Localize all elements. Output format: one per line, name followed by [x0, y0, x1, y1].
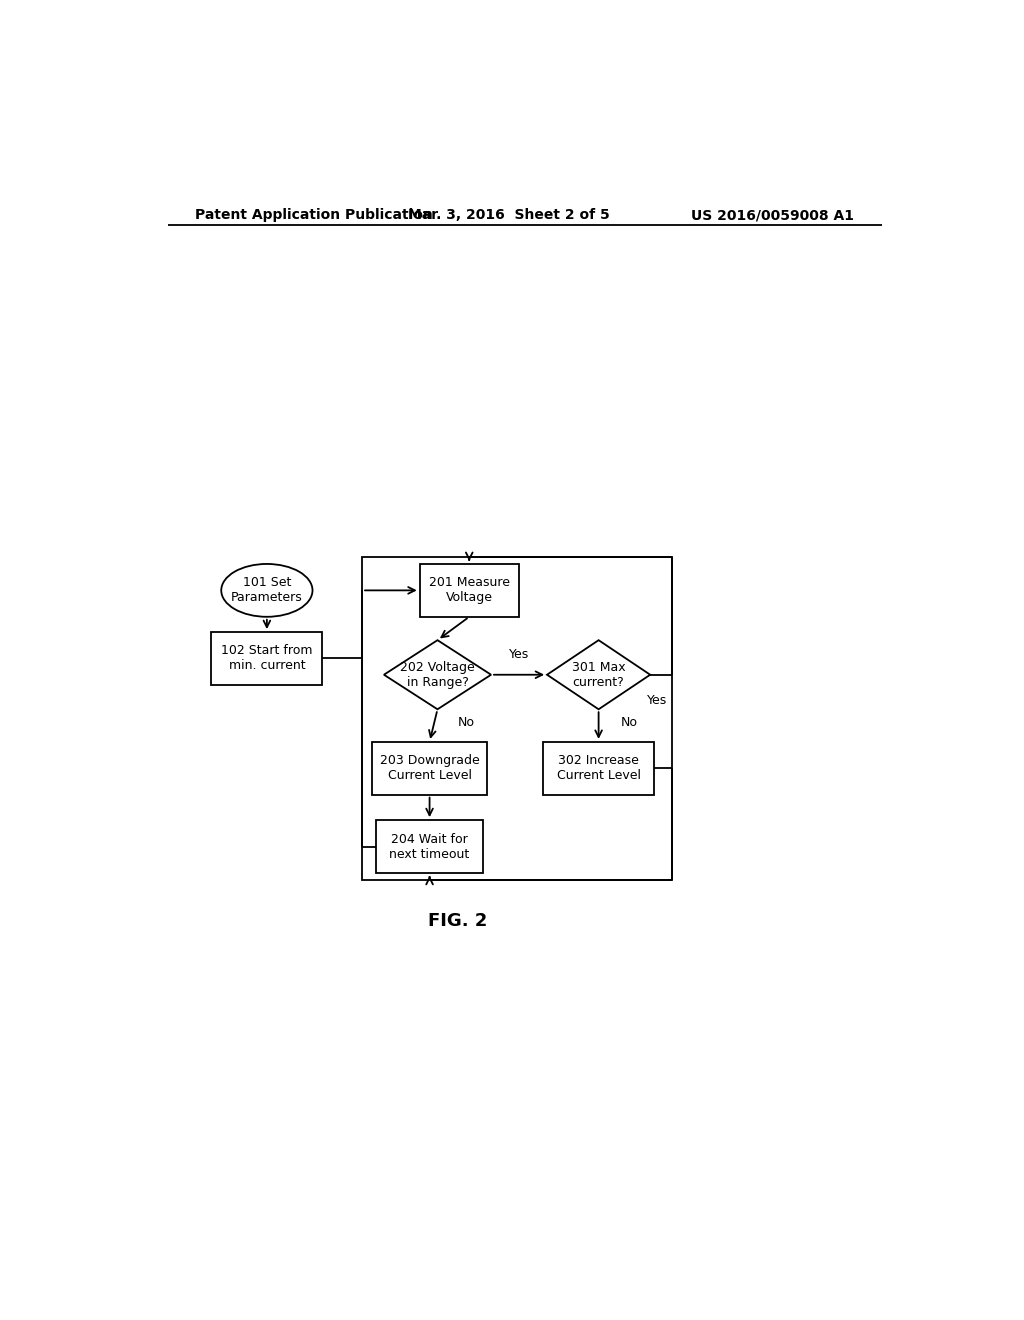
Text: 201 Measure
Voltage: 201 Measure Voltage — [429, 577, 510, 605]
Ellipse shape — [221, 564, 312, 616]
Text: US 2016/0059008 A1: US 2016/0059008 A1 — [691, 209, 854, 222]
Text: No: No — [458, 715, 474, 729]
FancyBboxPatch shape — [376, 820, 483, 873]
Polygon shape — [384, 640, 492, 709]
Text: 102 Start from
min. current: 102 Start from min. current — [221, 644, 312, 672]
Text: 204 Wait for
next timeout: 204 Wait for next timeout — [389, 833, 470, 861]
Text: 101 Set
Parameters: 101 Set Parameters — [231, 577, 303, 605]
Text: Mar. 3, 2016  Sheet 2 of 5: Mar. 3, 2016 Sheet 2 of 5 — [408, 209, 610, 222]
FancyBboxPatch shape — [372, 742, 487, 795]
Text: 301 Max
current?: 301 Max current? — [571, 661, 626, 689]
Text: Yes: Yes — [647, 693, 668, 706]
Text: No: No — [621, 715, 638, 729]
Text: 302 Increase
Current Level: 302 Increase Current Level — [557, 754, 641, 783]
FancyBboxPatch shape — [211, 632, 323, 685]
Text: 202 Voltage
in Range?: 202 Voltage in Range? — [400, 661, 475, 689]
Text: 203 Downgrade
Current Level: 203 Downgrade Current Level — [380, 754, 479, 783]
Text: Patent Application Publication: Patent Application Publication — [196, 209, 433, 222]
FancyBboxPatch shape — [543, 742, 654, 795]
Text: FIG. 2: FIG. 2 — [428, 912, 487, 929]
Text: Yes: Yes — [509, 648, 529, 661]
Polygon shape — [547, 640, 650, 709]
FancyBboxPatch shape — [420, 564, 519, 616]
